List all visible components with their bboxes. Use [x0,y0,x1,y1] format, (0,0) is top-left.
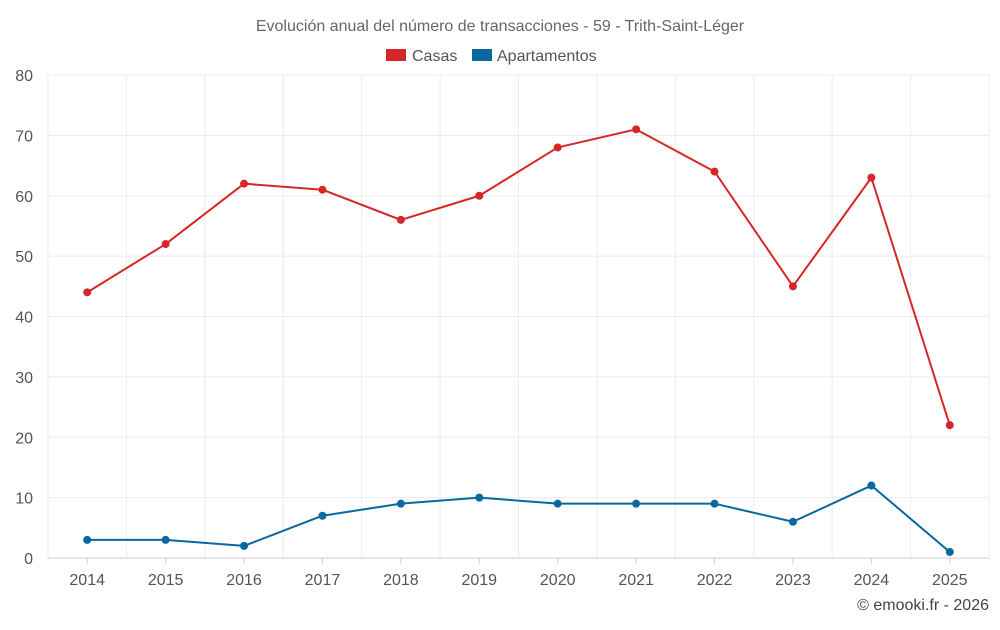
data-point-apartamentos-2021[interactable] [632,499,641,508]
data-point-apartamentos-2014[interactable] [83,535,92,544]
data-point-casas-2024[interactable] [867,173,876,182]
y-tick-label: 30 [15,370,33,387]
data-point-apartamentos-2018[interactable] [396,499,405,508]
x-tick-label: 2017 [305,572,341,589]
data-point-casas-2022[interactable] [710,167,719,176]
data-point-casas-2014[interactable] [83,288,92,297]
series-line-casas [86,128,951,426]
data-point-apartamentos-2017[interactable] [318,511,327,520]
x-tick-label: 2015 [148,572,184,589]
data-point-apartamentos-2024[interactable] [867,481,876,490]
x-tick-label: 2021 [618,572,654,589]
axes: 0 10 20 30 40 50 60 70 80 2014 2015 2016 2017 2018 201… [15,68,989,589]
data-point-apartamentos-2015[interactable] [161,535,170,544]
legend-label-apartamentos: Apartamentos [497,48,597,65]
data-point-apartamentos-2022[interactable] [710,499,719,508]
x-tick-label: 2019 [461,572,497,589]
series-layer [83,125,954,556]
data-point-apartamentos-2020[interactable] [553,499,562,508]
y-tick-label: 60 [15,189,33,206]
data-point-casas-2017[interactable] [318,185,327,194]
data-point-apartamentos-2025[interactable] [945,547,954,556]
legend-swatch-apartamentos [472,49,492,61]
y-tick-label: 0 [24,551,33,568]
data-point-casas-2025[interactable] [945,421,954,430]
data-point-casas-2016[interactable] [240,179,249,188]
y-tick-label: 20 [15,430,33,447]
x-tick-label: 2020 [540,572,576,589]
x-tick-label: 2024 [854,572,890,589]
grid [47,74,990,559]
series-casas [83,125,954,430]
footer-credit: © emooki.fr - 2026 [857,597,989,614]
data-point-casas-2018[interactable] [396,215,405,224]
x-tick-label: 2016 [226,572,262,589]
chart-title: Evolución anual del número de transaccio… [256,18,745,35]
x-tick-label: 2022 [697,572,733,589]
x-tick-label: 2025 [932,572,968,589]
legend: Casas Apartamentos [386,48,597,65]
legend-label-casas: Casas [412,48,457,65]
legend-swatch-casas [386,49,406,61]
series-apartamentos [83,481,954,556]
x-tick-label: 2023 [775,572,811,589]
y-tick-label: 50 [15,249,33,266]
y-tick-label: 10 [15,491,33,508]
x-tick-label: 2018 [383,572,419,589]
data-point-casas-2020[interactable] [553,143,562,152]
data-point-apartamentos-2023[interactable] [788,517,797,526]
y-tick-label: 80 [15,68,33,85]
y-tick-label: 70 [15,128,33,145]
series-line-apartamentos [87,484,951,553]
data-point-casas-2021[interactable] [632,125,641,134]
data-point-casas-2015[interactable] [161,240,170,249]
data-point-apartamentos-2019[interactable] [475,493,484,502]
data-point-casas-2019[interactable] [475,191,484,200]
data-point-apartamentos-2016[interactable] [240,541,249,550]
y-tick-label: 40 [15,310,33,327]
x-tick-label: 2014 [69,572,105,589]
data-point-casas-2023[interactable] [788,282,797,291]
